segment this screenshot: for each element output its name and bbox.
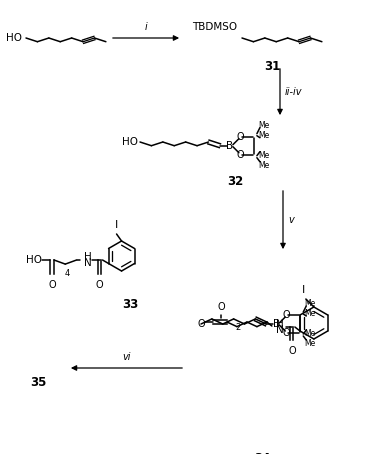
Text: I: I: [302, 285, 305, 295]
Text: 35: 35: [30, 376, 46, 389]
Text: Me: Me: [305, 310, 316, 319]
Text: O: O: [282, 310, 290, 320]
Text: H: H: [84, 252, 91, 262]
Text: N: N: [84, 258, 91, 268]
Text: Me: Me: [258, 131, 269, 140]
Text: 31: 31: [264, 60, 280, 73]
Text: TBDMSO: TBDMSO: [192, 22, 237, 32]
Text: B: B: [273, 319, 280, 329]
Text: 4: 4: [65, 269, 70, 277]
Text: i: i: [145, 22, 147, 32]
Text: 32: 32: [227, 175, 243, 188]
Text: I: I: [115, 220, 118, 230]
Text: 2: 2: [235, 322, 241, 331]
Text: O: O: [217, 302, 225, 312]
Text: HO: HO: [122, 137, 138, 147]
Text: 34: 34: [254, 452, 270, 454]
Text: Me: Me: [305, 330, 316, 339]
Text: N: N: [276, 325, 284, 335]
Text: HO: HO: [6, 33, 22, 43]
Text: O: O: [197, 319, 205, 329]
Text: Me: Me: [258, 161, 269, 170]
Text: O: O: [48, 280, 56, 290]
Text: O: O: [236, 132, 244, 142]
Text: O: O: [282, 328, 290, 338]
Text: Me: Me: [258, 151, 269, 160]
Text: O: O: [236, 150, 244, 160]
Text: Me: Me: [258, 121, 269, 130]
Text: v: v: [288, 215, 294, 225]
Text: ii-iv: ii-iv: [285, 87, 302, 97]
Text: B: B: [226, 141, 233, 151]
Text: Me: Me: [305, 340, 316, 349]
Text: H: H: [276, 319, 284, 329]
Text: O: O: [288, 346, 296, 356]
Text: 33: 33: [122, 298, 138, 311]
Text: Me: Me: [305, 300, 316, 309]
Text: HO: HO: [26, 255, 42, 265]
Text: vi: vi: [122, 352, 131, 362]
Text: O: O: [96, 280, 103, 290]
